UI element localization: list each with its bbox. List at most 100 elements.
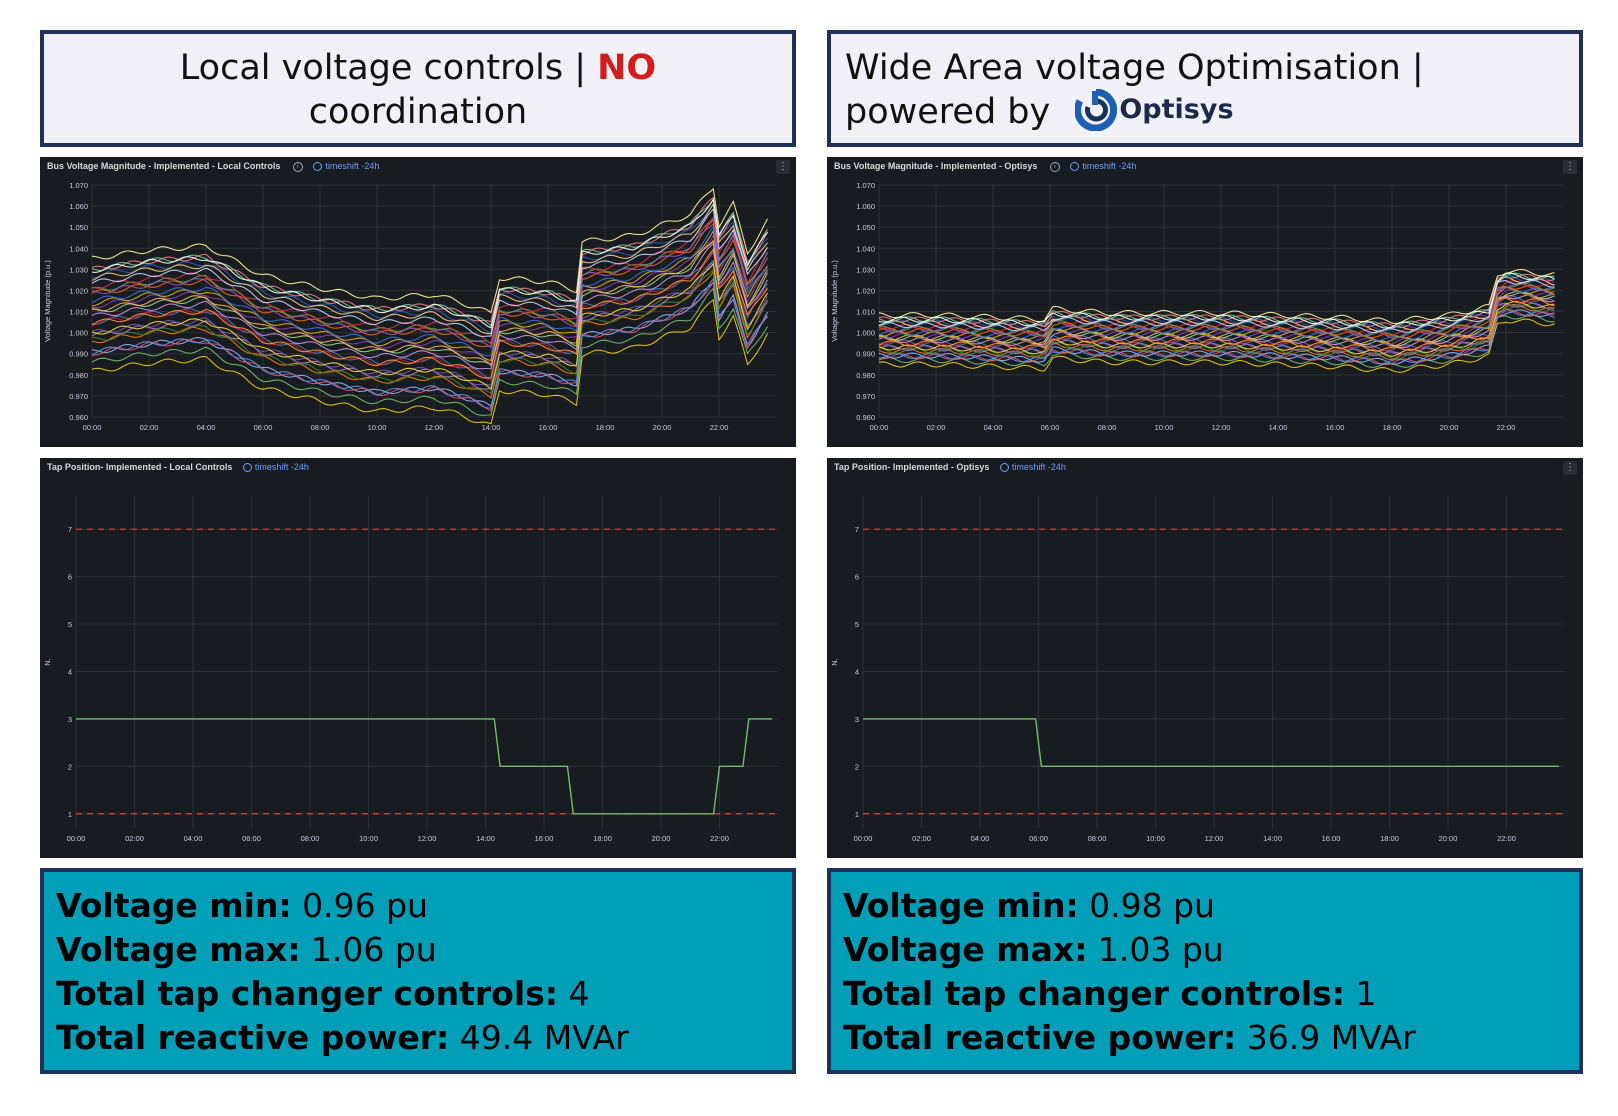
y-tick-label: 2 (855, 762, 859, 771)
timeshift-label: timeshift -24h (325, 161, 380, 171)
y-tick-label: 1.060 (69, 202, 88, 211)
y-tick-label: 5 (68, 620, 72, 629)
clock-icon (313, 162, 323, 172)
y-tick-label: 1.070 (856, 181, 875, 190)
optisys-logo-icon (1075, 88, 1118, 131)
voltage-series-line (91, 197, 768, 329)
x-tick-label: 22:00 (710, 423, 729, 432)
stat-reactive-power: Total reactive power: 49.4 MVAr (56, 1018, 629, 1057)
x-tick-label: 08:00 (311, 423, 330, 432)
tap-position-line (863, 718, 1560, 767)
panel-menu-icon[interactable]: ⋮ (1563, 160, 1577, 174)
left-tap-panel: 1 2 3 4 5 6 7 00:00 02:00 04:00 06:00 08:00 10:00 12:… (40, 458, 796, 858)
voltage-series-line (91, 218, 768, 347)
x-tick-label: 00:00 (870, 423, 889, 432)
stat-tap-controls: Total tap changer controls: 4 (56, 974, 590, 1013)
y-tick-label: 3 (68, 715, 72, 724)
x-tick-label: 16:00 (1322, 834, 1341, 843)
stat-voltage-min: Voltage min: 0.98 pu (843, 886, 1215, 925)
x-tick-label: 20:00 (652, 834, 671, 843)
y-tick-label: 0.970 (856, 392, 875, 401)
info-icon[interactable]: i (292, 161, 303, 172)
voltage-series-line (878, 297, 1555, 352)
voltage-series-line (91, 287, 768, 416)
x-tick-label: 00:00 (67, 834, 86, 843)
stat-voltage-min: Voltage min: 0.96 pu (56, 886, 428, 925)
y-axis-label: N. (43, 658, 52, 666)
y-tick-label: 5 (855, 620, 859, 629)
x-tick-label: 14:00 (1269, 423, 1288, 432)
y-tick-label: 6 (68, 573, 72, 582)
panel-title: Tap Position- Implemented - Optisys (834, 462, 990, 472)
x-tick-label: 18:00 (1383, 423, 1402, 432)
brand-name: Optisys (1119, 93, 1234, 125)
voltage-series-line (91, 247, 768, 379)
y-tick-label: 1.060 (856, 202, 875, 211)
y-tick-label: 1.050 (856, 223, 875, 232)
tap-position-line (76, 718, 773, 815)
y-tick-label: 1.030 (69, 265, 88, 274)
x-tick-label: 14:00 (476, 834, 495, 843)
x-tick-label: 06:00 (254, 423, 273, 432)
x-tick-label: 02:00 (140, 423, 159, 432)
timeshift-label: timeshift -24h (1011, 462, 1066, 472)
y-tick-label: 2 (68, 762, 72, 771)
left-header-text: Local voltage controls | (179, 48, 598, 88)
voltage-series-line (91, 196, 768, 323)
voltage-series-line (91, 234, 768, 365)
right-stats: Voltage min: 0.98 pu Voltage max: 1.03 p… (827, 868, 1583, 1074)
info-icon[interactable]: i (1049, 161, 1060, 172)
y-tick-label: 1 (68, 810, 72, 819)
y-tick-label: 1.000 (856, 329, 875, 338)
x-tick-label: 02:00 (912, 834, 931, 843)
no-highlight: NO (597, 48, 657, 88)
voltage-series-line (91, 207, 768, 337)
x-tick-label: 00:00 (854, 834, 873, 843)
x-tick-label: 04:00 (184, 834, 203, 843)
voltage-series-line (878, 272, 1555, 329)
x-tick-label: 02:00 (125, 834, 144, 843)
panel-menu-icon[interactable]: ⋮ (1563, 461, 1577, 475)
x-tick-label: 02:00 (927, 423, 946, 432)
voltage-series-line (91, 187, 768, 314)
right-voltage-chart: 0.960 0.970 0.980 0.990 1.000 1.010 1.020 1.030… (830, 181, 1563, 432)
y-tick-label: 1 (855, 810, 859, 819)
timeshift-label: timeshift -24h (254, 462, 309, 472)
y-tick-label: 0.970 (69, 392, 88, 401)
x-tick-label: 10:00 (359, 834, 378, 843)
x-tick-label: 08:00 (1098, 423, 1117, 432)
y-tick-label: 1.000 (69, 329, 88, 338)
x-tick-label: 20:00 (1440, 423, 1459, 432)
voltage-series-line (91, 239, 768, 367)
x-tick-label: 06:00 (1041, 423, 1060, 432)
x-tick-label: 08:00 (301, 834, 320, 843)
x-tick-label: 04:00 (197, 423, 216, 432)
voltage-series-line (91, 225, 768, 357)
x-tick-label: 20:00 (653, 423, 672, 432)
x-tick-label: 14:00 (482, 423, 501, 432)
grid-lines (862, 496, 1565, 828)
x-tick-label: 16:00 (535, 834, 554, 843)
x-tick-label: 12:00 (1212, 423, 1231, 432)
stat-voltage-max: Voltage max: 1.03 pu (843, 930, 1224, 969)
y-axis-label: N. (830, 658, 839, 666)
voltage-series-line (878, 279, 1555, 334)
x-tick-label: 18:00 (596, 423, 615, 432)
voltage-series-line (92, 202, 768, 334)
panel-menu-icon[interactable]: ⋮ (776, 160, 790, 174)
voltage-series-line (91, 222, 768, 349)
right-header-text: Wide Area voltage Optimisation | (845, 48, 1424, 88)
y-tick-label: 1.040 (856, 244, 875, 253)
grid-lines (91, 184, 776, 418)
x-tick-label: 22:00 (710, 834, 729, 843)
voltage-series-line (878, 275, 1555, 332)
voltage-series-line (91, 298, 768, 425)
voltage-series-line (878, 284, 1555, 339)
x-tick-label: 04:00 (984, 423, 1003, 432)
right-header-line2: powered by (845, 92, 1051, 132)
voltage-series-line (878, 268, 1555, 325)
x-tick-label: 06:00 (1029, 834, 1048, 843)
x-tick-label: 12:00 (425, 423, 444, 432)
y-tick-label: 1.010 (856, 308, 875, 317)
voltage-series-line (91, 240, 768, 366)
